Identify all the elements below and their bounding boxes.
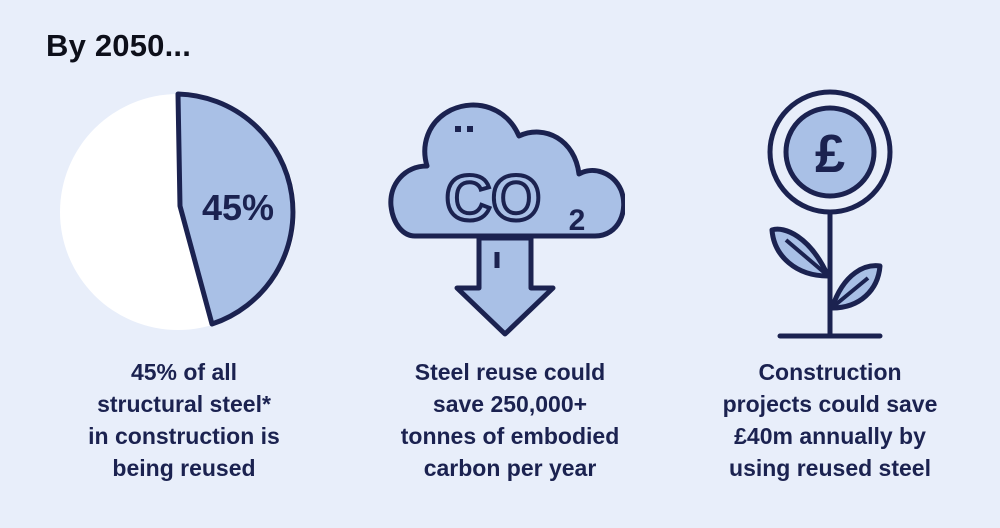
caption-line: tonnes of embodied (400, 423, 620, 449)
caption-line: Steel reuse could (414, 359, 606, 385)
caption-line: in construction is (88, 423, 280, 449)
cloud-dot (467, 126, 473, 132)
caption-line: £40m annually by (734, 423, 926, 449)
stat-caption-reuse: 45% of all structural steel* in construc… (34, 356, 334, 484)
leaf-vein (784, 238, 828, 276)
coin-inner (783, 105, 877, 199)
caption-line: Construction (758, 359, 902, 385)
co2-cloud-down-arrow-icon: CO 2 (385, 88, 627, 348)
pie-chart-icon: 45% (50, 90, 310, 340)
pound-coin-plant-icon: £ (740, 86, 920, 348)
pound-symbol: £ (815, 124, 845, 184)
co2-subscript: 2 (569, 204, 586, 237)
cloud-dot (455, 126, 461, 132)
pie-slice-45 (175, 91, 296, 327)
stat-caption-carbon: Steel reuse could save 250,000+ tonnes o… (360, 356, 660, 484)
stat-caption-savings: Construction projects could save £40m an… (680, 356, 980, 484)
pie-value-label: 45% (202, 187, 274, 228)
co2-text: CO (445, 162, 541, 234)
caption-line: using reused steel (729, 455, 931, 481)
caption-line: save 250,000+ (432, 391, 588, 417)
leaf-vein (832, 276, 870, 308)
caption-line: 45% of all (130, 359, 238, 385)
down-arrow (454, 235, 556, 337)
page-title: By 2050... (46, 28, 192, 63)
cloud-shape (388, 102, 627, 239)
caption-line: being reused (112, 455, 256, 481)
caption-line: structural steel* (97, 391, 271, 417)
caption-line: projects could save (722, 391, 938, 417)
caption-line: carbon per year (423, 455, 597, 481)
